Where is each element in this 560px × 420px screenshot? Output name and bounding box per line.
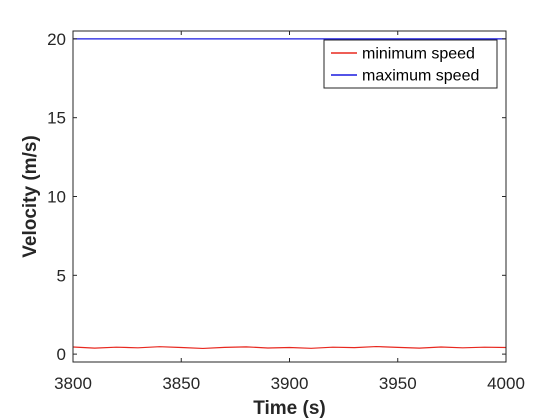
y-tick-label: 5 bbox=[57, 266, 66, 285]
x-axis-label: Time (s) bbox=[253, 398, 326, 419]
series-line-0 bbox=[72, 345, 507, 350]
legend-box bbox=[323, 39, 498, 89]
y-tick-label: 0 bbox=[57, 345, 66, 364]
legend-label-0: minimum speed bbox=[362, 46, 475, 63]
ticks-layer: 3800 3850 3900 3950 4000 0 5 10 15 20 bbox=[47, 30, 525, 393]
y-tick-label: 10 bbox=[47, 188, 66, 207]
x-tick-label: 3800 bbox=[54, 374, 92, 393]
x-tick-label: 4000 bbox=[487, 374, 525, 393]
x-tick-label: 3850 bbox=[162, 374, 200, 393]
y-tick-label: 15 bbox=[47, 109, 66, 128]
y-tick-label: 20 bbox=[47, 30, 66, 49]
x-tick-label: 3950 bbox=[379, 374, 417, 393]
x-tick-label: 3900 bbox=[271, 374, 309, 393]
legend: minimum speed maximum speed bbox=[323, 39, 498, 89]
legend-label-1: maximum speed bbox=[362, 68, 479, 85]
y-axis-label: Velocity (m/s) bbox=[20, 135, 41, 258]
series-layer bbox=[72, 38, 507, 350]
